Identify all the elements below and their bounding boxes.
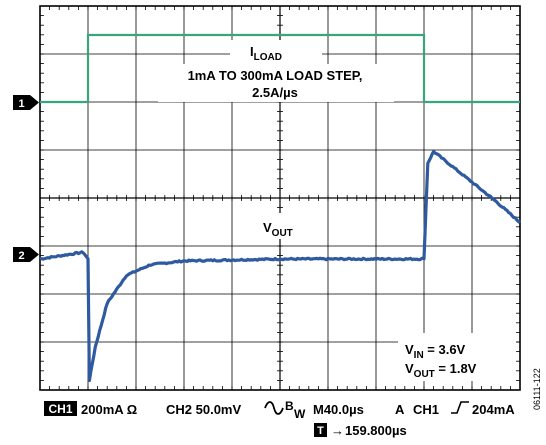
vin-label: VIN = 3.6V [405,342,466,361]
ch1-badge [44,401,77,416]
ac-coupling-icon [264,401,284,415]
ch1-marker-label: 1 [18,98,24,110]
t-badge-label: T [317,425,324,437]
traces [39,33,521,383]
t-arrow: → [331,423,344,438]
trigger-level: 204mA [472,402,515,417]
ch2-marker: 2 [13,247,39,262]
iload-label-bg [230,40,322,64]
trigger-delay: 159.800µs [345,423,407,438]
load-step-line2: 2.5A/µs [252,85,298,100]
rising-edge-icon [451,401,469,414]
ch1-badge-label: CH1 [48,402,72,416]
load-step-line1: 1mA TO 300mA LOAD STEP, [188,68,363,83]
bandwidth-b: B [285,399,294,413]
t-badge [314,423,327,437]
vout-setting-label: VOUT = 1.8V [405,361,477,380]
ch1-marker: 1 [13,95,39,110]
ch2-scale: CH2 50.0mV [166,402,241,417]
ch2-marker-label: 2 [18,250,24,262]
figure-id: 06111-122 [532,368,542,410]
vout-label-bg [258,213,308,239]
iload-label: ILOAD [250,44,282,63]
timebase: M40.0µs [313,402,364,417]
load-step-bg [158,64,394,102]
bandwidth-w: W [294,407,306,421]
vin-vout-bg [398,333,516,381]
trigger-source: A [395,402,405,417]
iload-trace [40,33,520,104]
vout-trace [39,149,521,383]
ch1-scale: 200mA Ω [81,402,137,417]
scope-readout: CH1 200mA Ω CH2 50.0mV B W M40.0µs A CH1… [44,399,515,438]
trigger-channel: CH1 [413,402,439,417]
vout-label: VOUT [263,220,293,239]
